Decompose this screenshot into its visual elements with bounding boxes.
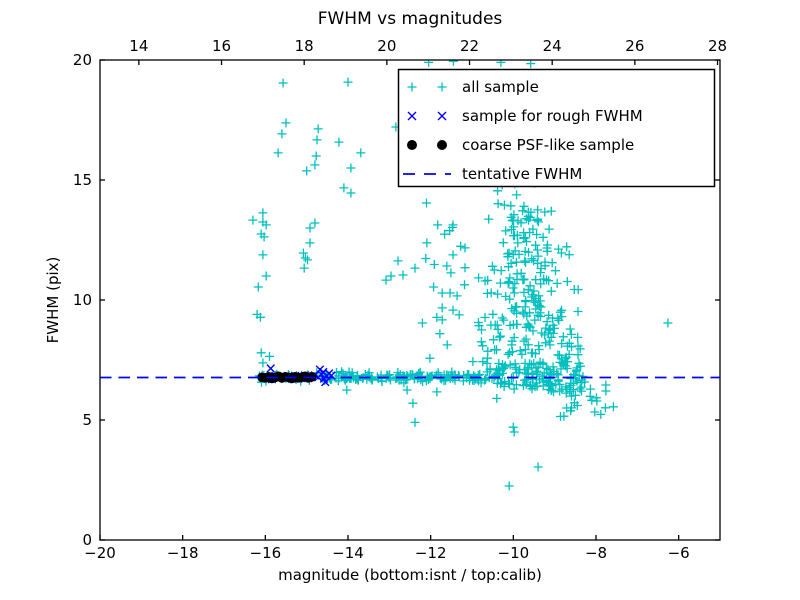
x-top-tick-label: 20	[377, 37, 396, 55]
x-top-tick-label: 14	[129, 37, 148, 55]
data-layer	[100, 60, 720, 491]
legend-x-marker-icon	[437, 111, 447, 121]
x-bottom-tick-label: −20	[84, 544, 116, 562]
scatter-all-sample	[248, 60, 673, 491]
x-bottom-tick-label: −18	[167, 544, 199, 562]
legend-entry-label: all sample	[462, 78, 539, 96]
x-top-tick-label: 26	[625, 37, 644, 55]
legend-dot-marker-icon	[437, 140, 447, 150]
legend-entry-label: tentative FWHM	[462, 165, 582, 183]
legend-plus-marker-icon	[437, 82, 447, 92]
legend-dot-marker-icon	[407, 140, 417, 150]
x-bottom-tick-label: −10	[498, 544, 530, 562]
x-top-tick-label: 16	[212, 37, 231, 55]
x-bottom-tick-label: −16	[250, 544, 282, 562]
x-top-tick-label: 28	[708, 37, 727, 55]
y-axis-label: FWHM (pix)	[44, 257, 62, 344]
x-bottom-tick-label: −8	[585, 544, 607, 562]
y-tick-label: 10	[73, 291, 92, 309]
x-top-tick-label: 22	[460, 37, 479, 55]
x-top-tick-label: 24	[543, 37, 562, 55]
legend-entry-label: coarse PSF-like sample	[462, 136, 634, 154]
x-bottom-tick-label: −12	[415, 544, 447, 562]
legend-plus-marker-icon	[407, 82, 417, 92]
y-tick-label: 0	[82, 531, 92, 549]
legend: all sample sample for rough FWHM coarse PS…	[397, 68, 716, 188]
y-tick-label: 15	[73, 171, 92, 189]
x-top-tick-label: 18	[295, 37, 314, 55]
x-bottom-tick-label: −6	[668, 544, 690, 562]
chart-title: FWHM vs magnitudes	[318, 9, 503, 29]
legend-entry-label: sample for rough FWHM	[462, 107, 643, 125]
legend-box	[397, 68, 716, 188]
x-bottom-tick-label: −14	[332, 544, 364, 562]
x-axis-label: magnitude (bottom:isnt / top:calib)	[278, 566, 542, 584]
y-tick-label: 5	[82, 411, 92, 429]
y-tick-label: 20	[73, 51, 92, 69]
legend-x-marker-icon	[407, 111, 417, 121]
ticks-layer: −20 −18 −16 −14 −12 −10 −8 −6 14 16 18 20 22 24 26 28 0 5…	[73, 37, 727, 562]
